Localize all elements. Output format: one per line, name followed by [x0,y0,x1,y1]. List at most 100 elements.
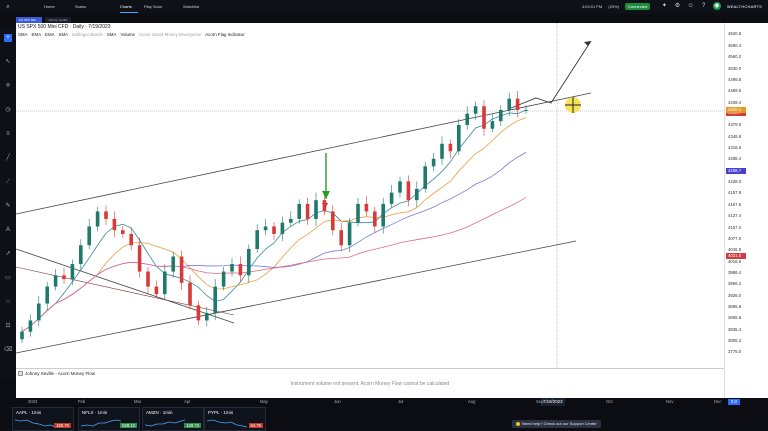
alert-icon[interactable]: ✦ [661,3,667,9]
time-label: May [260,399,268,404]
price-label: 4077.0 [728,235,742,241]
nav-home[interactable]: Home [44,4,55,9]
price-label: 4530.0 [728,65,742,71]
candle-body [339,230,343,246]
tab-spx[interactable]: US SPX 500 ... [16,17,43,23]
candle-body [406,181,411,201]
tab-johnny-seville[interactable]: Johnny Seville [45,17,71,23]
time-label: Oct [606,399,613,404]
indicator-item[interactable]: SMA [58,32,69,37]
candle-body [331,211,335,231]
drawing-toolbar: + ↖ ✛ ◷ ≡ ╱ ⟋ ✎ A ↗ ▭ ∩ ⊡ ⌫ [0,26,16,378]
time-label: Nov [666,399,674,404]
projection-arrowhead [584,41,591,46]
candle-body [364,203,369,212]
indicator-item[interactable]: Bollinger Bands [72,32,103,37]
chart-canvas[interactable] [16,23,724,368]
add-icon[interactable]: + [4,34,12,42]
candle-body [137,245,142,272]
brush-icon[interactable]: ✎ [5,203,11,209]
record-icon[interactable]: ◉ [712,2,721,10]
indicator-item[interactable]: SMA [18,32,28,37]
arrow-icon[interactable]: ↗ [5,251,11,257]
timer-icon[interactable]: ◷ [5,107,11,113]
nav-watchlist[interactable]: Watchlist [183,4,200,9]
candle-body [62,275,66,280]
gear-icon[interactable]: ⚙ [674,3,681,9]
search-icon[interactable]: ⌕ [6,3,10,10]
candle-body [457,124,461,152]
help-icon[interactable]: ? [702,3,706,9]
indicator-list[interactable]: SMA EMA EMA SMA Bollinger Bands SMA Volume Acor… [18,32,249,37]
pane-toggle-icon[interactable] [18,371,23,377]
time-label: Apr [184,399,191,404]
candle-body [37,303,41,321]
indicator-item[interactable]: EMA [31,32,42,37]
candle-body [247,249,251,276]
price-label: 3775.0 [728,349,742,355]
candle-body [440,143,444,159]
time-label: Dec [714,399,722,404]
trendline-icon[interactable]: ╱ [6,155,10,161]
candle-body [104,211,108,219]
candle-body [28,320,33,332]
nav-charts[interactable]: Charts [120,4,132,9]
indicator-item[interactable]: EMA [45,32,55,37]
channel-upper-line [16,92,592,215]
shapes-icon[interactable]: ▭ [5,275,11,281]
watch-value: 129.73 [184,423,201,428]
nav-scans[interactable]: Scans [75,4,87,9]
ray-icon[interactable]: ⟋ [5,179,11,185]
indicator-item[interactable]: Acorn Flag Indicator [205,32,245,37]
user-icon[interactable]: ☺ [687,3,694,9]
trash-icon[interactable]: ⌫ [4,347,13,353]
price-label: 3895.8 [728,303,742,309]
connection-status: Connected [624,2,651,10]
candle-body [499,109,503,122]
candle-body [448,143,453,152]
watch-amzn[interactable]: AMZN · 1min 129.73 [142,407,204,431]
candle-body [524,109,528,111]
candle-body [263,226,268,231]
text-icon[interactable]: A [5,227,10,233]
watch-symbol: NFLX · 1min [82,410,108,415]
crosshair-icon[interactable]: ✛ [5,83,11,89]
price-label: 4046.8 [728,247,742,253]
time-axis[interactable]: 7/19/2023 0.0 2023 Feb Mar Apr May Jun Jul Aug S… [16,398,768,406]
watch-nflx[interactable]: NFLX · 1min 528.13 [78,407,140,431]
price-chart[interactable]: US SPX 500 Mini CFD · Daily · 7/19/2023 … [16,23,724,368]
price-label: 3835.4 [728,326,742,332]
indicator-item[interactable]: SMA [106,32,117,37]
candle-body [465,113,469,125]
lock-icon[interactable]: ⊡ [5,323,11,329]
candle-body [347,222,352,246]
lines-icon[interactable]: ≡ [6,131,10,137]
time-label: Aug [468,399,476,404]
candle-body [297,203,301,219]
moving-averages [21,109,527,333]
time-label: 2023 [28,399,38,404]
cursor-icon[interactable]: ↖ [5,59,11,65]
indicator-item[interactable]: Acorn Smart Money Divergence [139,32,202,37]
nav-play-scan[interactable]: Play Scan [144,4,163,9]
price-label: 4197.8 [728,190,742,196]
candle-body [507,98,511,110]
price-label: 4318.6 [728,145,742,151]
candle-body [87,226,91,246]
support-banner[interactable]: Need help? Check out our Support Center [512,420,601,428]
candles [20,91,528,343]
magnet-icon[interactable]: ∩ [5,299,11,305]
price-label: 3805.2 [728,338,742,343]
price-label: 4228.0 [728,179,742,185]
price-axis[interactable]: 4620.8 4590.4 4560.2 4530.0 4499.8 4469.6 4439… [724,23,768,368]
watch-pypl[interactable]: PYPL · 1min 64.79 [204,407,266,431]
candle-body [179,256,184,283]
indicator-item[interactable]: Volume [120,32,135,37]
candle-body [515,98,520,110]
candle-body [280,222,285,234]
watch-aapl[interactable]: AAPL · 1min 190.70 [12,407,74,431]
candle-body [423,166,427,189]
time-label: Sep [536,399,544,404]
moving-average-line [21,109,527,333]
